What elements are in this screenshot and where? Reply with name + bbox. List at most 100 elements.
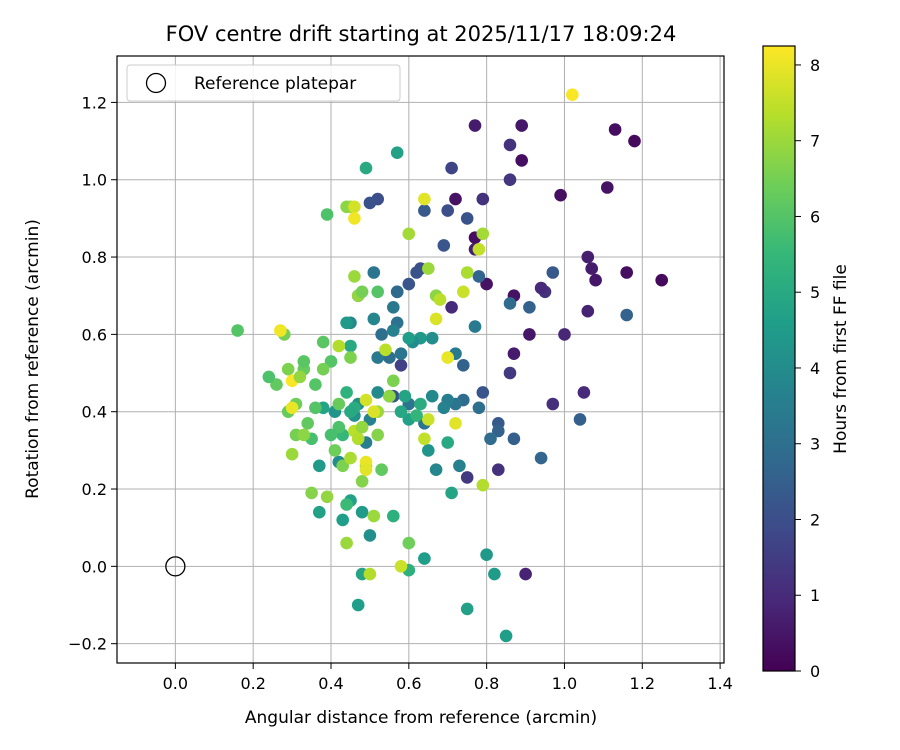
legend: Reference platepar bbox=[126, 64, 401, 102]
data-point bbox=[367, 509, 381, 523]
data-point bbox=[387, 374, 400, 388]
data-point bbox=[340, 498, 353, 511]
data-point bbox=[628, 134, 641, 148]
data-point bbox=[488, 567, 501, 581]
data-point bbox=[429, 312, 443, 326]
data-point bbox=[375, 328, 388, 341]
data-point bbox=[425, 331, 439, 345]
chart-title: FOV centre drift starting at 2025/11/17 … bbox=[166, 22, 677, 46]
data-point bbox=[554, 188, 567, 202]
data-point bbox=[418, 432, 431, 446]
data-point bbox=[285, 401, 299, 415]
data-point bbox=[581, 304, 595, 318]
data-point bbox=[394, 560, 408, 573]
data-point bbox=[394, 405, 408, 419]
y-tick-label: 0.8 bbox=[82, 248, 107, 267]
colorbar-tick-label: 0 bbox=[810, 662, 820, 681]
data-point bbox=[363, 196, 377, 210]
data-point bbox=[387, 509, 400, 523]
data-point bbox=[274, 324, 287, 337]
data-point bbox=[348, 212, 361, 225]
data-point bbox=[332, 420, 346, 434]
data-point bbox=[394, 347, 408, 361]
y-tick-label: 0.0 bbox=[82, 557, 107, 576]
data-point bbox=[655, 273, 668, 287]
data-point bbox=[445, 486, 458, 500]
data-point bbox=[348, 200, 361, 214]
data-point bbox=[387, 301, 400, 314]
colorbar bbox=[762, 45, 796, 672]
data-point bbox=[332, 397, 346, 411]
data-points bbox=[165, 88, 668, 643]
data-point bbox=[601, 181, 614, 194]
data-point bbox=[523, 301, 536, 314]
data-point bbox=[515, 154, 528, 167]
data-point bbox=[297, 355, 311, 368]
data-point bbox=[344, 451, 357, 465]
colorbar-tick-label: 7 bbox=[810, 132, 820, 151]
data-point bbox=[355, 420, 369, 434]
data-point bbox=[503, 366, 517, 380]
x-tick-label: 0.2 bbox=[240, 674, 265, 693]
data-point bbox=[351, 598, 365, 612]
data-point bbox=[414, 397, 427, 411]
data-point bbox=[355, 285, 369, 299]
data-point bbox=[316, 335, 330, 349]
data-point bbox=[441, 436, 455, 449]
y-tick-label: 1.0 bbox=[82, 171, 107, 190]
data-point bbox=[503, 173, 517, 186]
x-tick-label: 1.0 bbox=[552, 674, 577, 693]
data-point bbox=[503, 138, 517, 152]
data-point bbox=[398, 389, 412, 403]
data-point bbox=[363, 529, 377, 542]
data-point bbox=[429, 463, 443, 477]
data-point bbox=[390, 285, 404, 299]
data-point bbox=[546, 266, 560, 279]
data-point bbox=[507, 347, 521, 361]
data-point bbox=[394, 359, 408, 372]
data-point bbox=[387, 324, 400, 337]
x-tick-label: 0.0 bbox=[163, 674, 188, 693]
y-tick-label: 0.6 bbox=[82, 325, 107, 344]
data-point bbox=[344, 405, 357, 419]
data-point bbox=[460, 266, 474, 279]
data-point bbox=[534, 281, 548, 295]
data-point bbox=[449, 417, 462, 430]
data-point bbox=[492, 424, 505, 438]
data-point bbox=[566, 88, 579, 101]
data-point bbox=[418, 552, 431, 565]
data-point bbox=[460, 471, 474, 484]
data-point bbox=[585, 262, 598, 275]
legend-label: Reference platepar bbox=[194, 74, 356, 94]
data-point bbox=[573, 413, 587, 426]
data-point bbox=[425, 389, 439, 403]
data-point bbox=[402, 536, 416, 550]
plot-frame bbox=[116, 55, 725, 664]
colorbar-ticks: 0 1 2 3 4 5 6 7 8 bbox=[795, 56, 820, 681]
x-tick-label: 0.8 bbox=[474, 674, 499, 693]
data-point bbox=[558, 328, 571, 341]
x-tick-label: 0.6 bbox=[396, 674, 421, 693]
data-point bbox=[367, 266, 381, 279]
data-point bbox=[445, 301, 458, 314]
data-point bbox=[441, 351, 455, 364]
data-point bbox=[472, 401, 486, 415]
data-point bbox=[402, 227, 416, 241]
data-point bbox=[472, 243, 486, 256]
data-point bbox=[390, 146, 404, 159]
data-point bbox=[422, 262, 435, 275]
data-point bbox=[546, 397, 560, 411]
data-point bbox=[336, 513, 350, 527]
data-point bbox=[410, 266, 423, 279]
colorbar-tick-label: 5 bbox=[810, 283, 820, 302]
data-point bbox=[320, 208, 334, 221]
colorbar-tick-label: 3 bbox=[810, 435, 820, 454]
data-point bbox=[480, 277, 493, 291]
x-tick-label: 1.2 bbox=[630, 674, 655, 693]
data-point bbox=[367, 405, 381, 419]
data-point bbox=[375, 463, 388, 477]
data-point bbox=[449, 192, 462, 206]
y-tick-label: 0.4 bbox=[82, 403, 107, 422]
colorbar-tick-label: 6 bbox=[810, 207, 820, 226]
data-point bbox=[359, 463, 373, 477]
